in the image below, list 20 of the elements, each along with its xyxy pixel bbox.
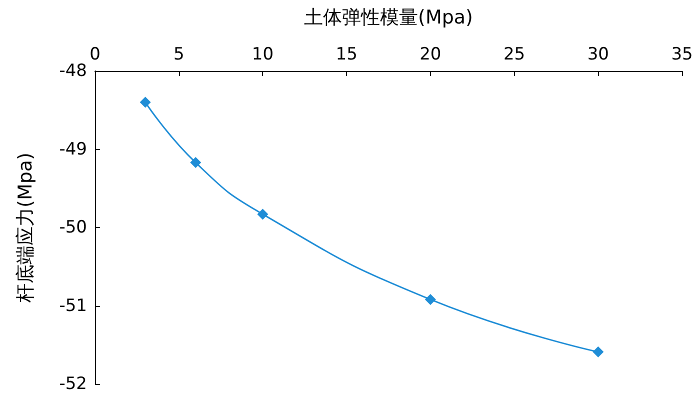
y-tick-label: -48 (59, 61, 87, 81)
x-tick-label: 0 (90, 44, 100, 64)
x-tick-label: 30 (587, 44, 609, 64)
point (140, 96, 151, 108)
x-axis-title: 土体弹性模量(Mpa) (304, 6, 473, 28)
y-axis-title: 杆底端应力(Mpa) (14, 152, 36, 304)
x-tick-label: 10 (252, 44, 274, 64)
y-tick-label: -49 (59, 139, 87, 160)
point (257, 208, 268, 220)
point (424, 294, 436, 305)
y-tick-label: -52 (59, 374, 87, 394)
x-tick-label: 20 (420, 44, 442, 64)
point (592, 346, 604, 358)
x-tick-label: 35 (671, 44, 693, 64)
y-tick-label: -51 (59, 296, 87, 316)
point (190, 157, 202, 168)
y-tick-label: -50 (59, 218, 87, 238)
x-tick-label: 5 (173, 44, 184, 64)
x-tick-label: 25 (503, 44, 526, 64)
x-tick-label: 15 (336, 44, 358, 64)
